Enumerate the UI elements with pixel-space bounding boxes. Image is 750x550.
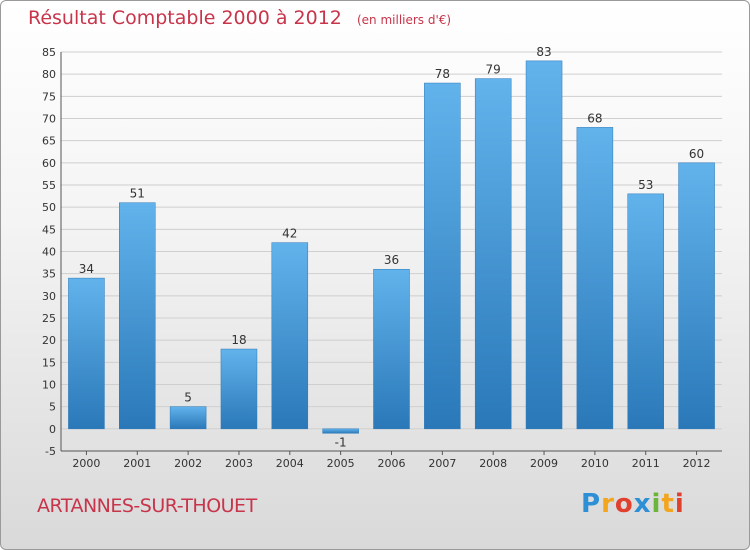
value-label-2000: 34	[79, 262, 94, 276]
chart-subtitle: (en milliers d'€)	[356, 13, 452, 27]
value-labels: 34 51 5 18 42 -1 36 78 79 83 68 53 60	[79, 45, 704, 449]
value-label-2009: 83	[536, 45, 551, 59]
x-tick-label-2006: 2006	[378, 457, 406, 470]
bar-2005	[322, 428, 359, 434]
y-tick-label: 25	[42, 312, 56, 325]
bar-2004	[271, 242, 309, 430]
value-label-2002: 5	[184, 391, 192, 405]
y-tick-label: 70	[42, 113, 56, 126]
bar-2011	[627, 193, 664, 430]
chart-title: Résultat Comptable 2000 à 2012	[28, 7, 342, 29]
bar-2006	[373, 268, 410, 430]
x-tick-label-2011: 2011	[632, 457, 660, 470]
town-name: ARTANNES-SUR-THOUET	[37, 495, 257, 517]
value-label-2001: 51	[130, 187, 145, 201]
x-tick-label-2005: 2005	[327, 457, 355, 470]
y-tick-label: 10	[42, 379, 56, 392]
x-tick-label-2003: 2003	[225, 457, 253, 470]
x-tick-label-2010: 2010	[581, 457, 609, 470]
bar-2008	[474, 78, 512, 430]
y-tick-label: 45	[42, 223, 56, 236]
x-tick-label-2004: 2004	[276, 457, 304, 470]
value-label-2008: 79	[486, 63, 501, 77]
bar-2001	[119, 202, 156, 430]
y-tick-label: 40	[42, 246, 56, 259]
value-label-2003: 18	[231, 333, 246, 347]
bar-2000	[68, 277, 105, 430]
value-label-2010: 68	[587, 111, 602, 125]
x-tick-label-2000: 2000	[72, 457, 100, 470]
bar-2002	[169, 406, 207, 430]
y-tick-label: 75	[42, 90, 56, 103]
value-label-2011: 53	[638, 178, 653, 192]
y-tick-label: 55	[42, 179, 56, 192]
bars	[68, 60, 715, 434]
x-tick-label-2008: 2008	[479, 457, 507, 470]
y-tick-label: 35	[42, 268, 56, 281]
y-tick-label: 65	[42, 135, 56, 148]
value-label-2004: 42	[282, 227, 297, 241]
x-tick-label-2012: 2012	[683, 457, 711, 470]
bar-2007	[424, 82, 461, 430]
y-tick-label: 30	[42, 290, 56, 303]
proxiti-logo: Proxiti	[581, 489, 685, 519]
y-tick-label: 15	[42, 356, 56, 369]
bar-2003	[220, 348, 258, 430]
y-tick-label: 85	[42, 46, 56, 59]
bar-2010	[576, 127, 614, 430]
y-tick-label: 20	[42, 334, 56, 347]
y-tick-label: 50	[42, 201, 56, 214]
value-label-2007: 78	[435, 67, 450, 81]
bar-2009	[525, 60, 563, 430]
y-tick-label: -5	[45, 445, 56, 458]
y-tick-label: 80	[42, 68, 56, 81]
axes: -5 0 5 10 15 20 25 30 35 40 45 50 55 60 65 70 75 80 85 2000…	[42, 46, 722, 470]
bar-2012	[678, 162, 715, 430]
x-tick-label-2002: 2002	[174, 457, 202, 470]
value-label-2006: 36	[384, 253, 399, 267]
y-tick-label: 60	[42, 157, 56, 170]
x-tick-label-2001: 2001	[123, 457, 151, 470]
x-tick-label-2007: 2007	[428, 457, 456, 470]
x-tick-label-2009: 2009	[530, 457, 558, 470]
y-tick-label: 5	[49, 401, 56, 414]
value-label-2005: -1	[335, 435, 347, 449]
value-label-2012: 60	[689, 147, 704, 161]
chart-title-row: Résultat Comptable 2000 à 2012 (en milli…	[28, 7, 451, 29]
y-tick-label: 0	[49, 423, 56, 436]
